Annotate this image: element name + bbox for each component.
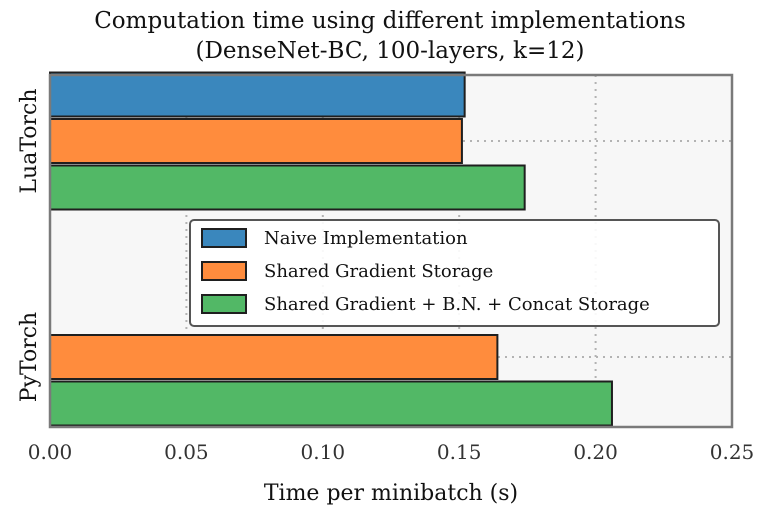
y-category-label: LuaTorch	[17, 88, 42, 193]
bar-pytorch-series-3	[49, 380, 613, 427]
y-category-labels: LuaTorch PyTorch	[17, 88, 42, 402]
x-tick-label: 0.25	[710, 440, 755, 464]
legend-frame	[189, 219, 720, 327]
legend-swatch	[201, 228, 247, 248]
bar-luatorch-series-3	[49, 164, 526, 211]
x-tick-label: 0.05	[164, 440, 209, 464]
chart-title: Computation time using different impleme…	[94, 8, 686, 34]
legend-swatch	[201, 294, 247, 314]
x-tick-label: 0.15	[437, 440, 482, 464]
plot-frame	[48, 73, 734, 429]
legend-label: Naive Implementation	[264, 228, 468, 249]
legend-label: Shared Gradient Storage	[264, 261, 493, 282]
legend-label: Shared Gradient + B.N. + Concat Storage	[264, 294, 650, 315]
x-tick-label: 0.10	[301, 440, 346, 464]
x-tick-label: 0.00	[28, 440, 73, 464]
x-axis-label: Time per minibatch (s)	[264, 481, 518, 506]
x-tick-labels: 0.00 0.05 0.10 0.15 0.20 0.25	[28, 440, 755, 464]
bars	[49, 71, 613, 427]
chart-subtitle: (DenseNet-BC, 100-layers, k=12)	[196, 38, 585, 64]
bar-luatorch-series-2	[49, 118, 463, 164]
bar-pytorch-series-2	[49, 334, 499, 380]
legend: Naive Implementation Shared Gradient Stor…	[189, 219, 720, 327]
y-category-label: PyTorch	[17, 312, 42, 402]
x-tick-label: 0.20	[573, 440, 618, 464]
legend-swatch	[201, 261, 247, 281]
bar-luatorch-series-1	[49, 71, 466, 118]
